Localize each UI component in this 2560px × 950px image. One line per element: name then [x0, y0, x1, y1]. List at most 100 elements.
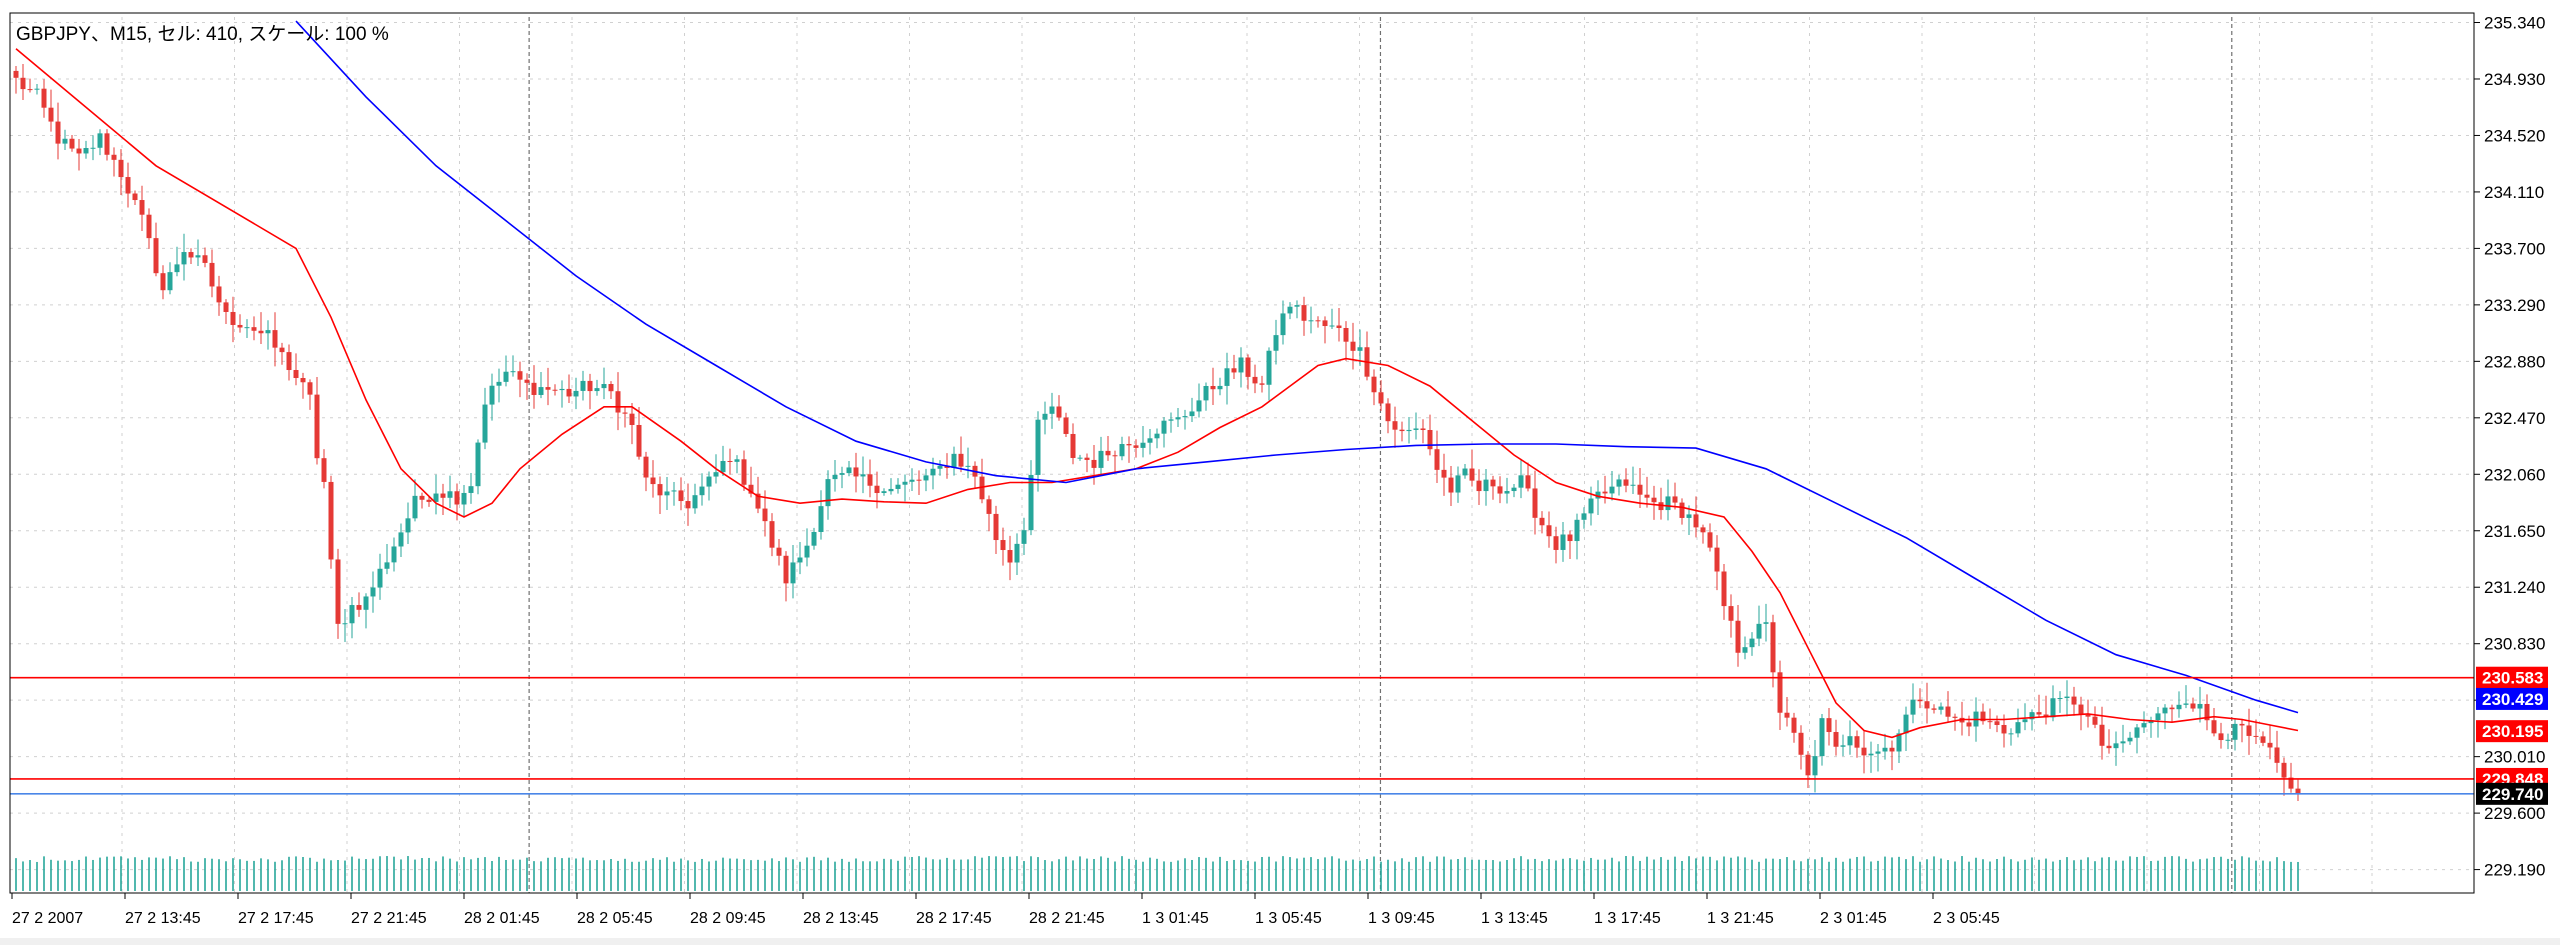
x-tick-label: 27 2 17:45 [238, 910, 314, 927]
candle [223, 299, 229, 325]
candle [1623, 468, 1629, 493]
candle-body [1448, 477, 1454, 493]
candle-body [335, 559, 341, 624]
candle-body [20, 77, 26, 90]
candle [174, 246, 180, 277]
candle [1868, 741, 1874, 773]
candle-body [223, 302, 229, 312]
candle [594, 379, 600, 396]
candle [622, 406, 628, 428]
candle [76, 138, 82, 171]
candle [342, 608, 348, 642]
candle-body [930, 468, 936, 476]
y-tick-label: 230.830 [2484, 635, 2545, 654]
candle-body [762, 508, 768, 522]
candle-body [1266, 350, 1272, 385]
candle [720, 445, 726, 476]
candle [1763, 603, 1769, 642]
candle [1259, 375, 1265, 393]
candle-body [909, 479, 915, 482]
candle [1469, 449, 1475, 487]
candle-body [2120, 741, 2126, 744]
candle [1987, 708, 1993, 729]
candle [496, 368, 502, 403]
candle [671, 481, 677, 506]
candle-body [2029, 712, 2035, 720]
candle-body [2260, 736, 2266, 743]
candle-body [1861, 747, 1867, 756]
candle-body [363, 596, 369, 610]
candle [902, 474, 908, 502]
candle [2127, 731, 2133, 745]
candle-body [1273, 335, 1279, 351]
candle-body [510, 371, 516, 373]
candle [440, 483, 446, 516]
candle [1532, 470, 1538, 535]
candle-body [1147, 438, 1153, 443]
candle-body [2239, 723, 2245, 726]
x-tick-label: 28 2 13:45 [803, 910, 879, 927]
candle [503, 355, 509, 387]
candle [2295, 779, 2301, 802]
horizontal-scrollbar[interactable] [0, 938, 2560, 945]
candle [279, 342, 285, 365]
candle [1546, 511, 1552, 548]
candle-body [727, 460, 733, 462]
candle [1924, 682, 1930, 724]
candle-body [776, 547, 782, 556]
candle [1476, 469, 1482, 505]
candle [1287, 302, 1293, 320]
candle-body [139, 200, 145, 215]
candle [2176, 691, 2182, 718]
candle [573, 377, 579, 410]
candle [97, 129, 103, 156]
candle-body [1560, 534, 1566, 550]
candle-body [1518, 475, 1524, 488]
candle [1497, 476, 1503, 504]
candle [48, 89, 54, 132]
candle [363, 593, 369, 629]
candle-body [615, 391, 621, 413]
candle-body [734, 459, 740, 462]
candle [2225, 733, 2231, 750]
candle [769, 513, 775, 557]
candle [104, 129, 110, 161]
candle-body [1945, 706, 1951, 717]
candle [2134, 724, 2140, 754]
candle [461, 485, 467, 518]
candle [55, 102, 61, 160]
candle [1392, 406, 1398, 448]
candle [489, 373, 495, 421]
candle [1063, 412, 1069, 437]
candle [2022, 703, 2028, 731]
candle [1700, 524, 1706, 544]
candle [1371, 369, 1377, 406]
candle-body [1133, 445, 1139, 448]
candle [1098, 436, 1104, 475]
candle [2246, 708, 2252, 755]
candle [587, 373, 593, 410]
price-label-text: 230.429 [2482, 690, 2543, 709]
candle-body [1910, 699, 1916, 715]
candle [1931, 704, 1937, 714]
candle [986, 495, 992, 532]
candle-body [1595, 491, 1601, 499]
candle [202, 247, 208, 268]
candle-body [370, 587, 376, 597]
candle-body [2190, 703, 2196, 709]
candle-body [713, 472, 719, 477]
candle [237, 314, 243, 333]
candle-body [790, 562, 796, 584]
candle [1329, 308, 1335, 330]
candle [1917, 688, 1923, 709]
candle-body [902, 481, 908, 485]
candle [1651, 485, 1657, 520]
candle [1385, 398, 1391, 434]
candle [2211, 708, 2217, 737]
candle-body [1812, 756, 1818, 776]
candle-body [1952, 716, 1958, 718]
y-tick-label: 232.470 [2484, 409, 2545, 428]
candle [412, 479, 418, 522]
